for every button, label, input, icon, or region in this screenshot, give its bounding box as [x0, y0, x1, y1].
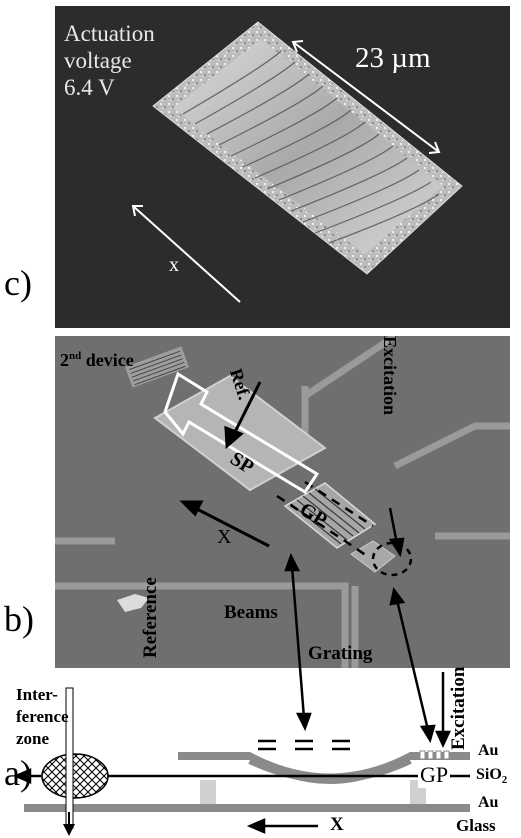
actuation-voltage-label: Actuation voltage 6.4 V: [64, 20, 155, 101]
support-left: [200, 780, 216, 804]
interference-line-3: zone: [16, 729, 50, 748]
panel-a-x-label: X: [330, 814, 344, 835]
voltage-line-1: Actuation: [64, 21, 155, 46]
interference-zone-ellipse: [41, 753, 109, 799]
gp-label-a: GP: [418, 762, 451, 788]
grating-dashes: [258, 739, 350, 751]
panel-c-letter: c): [4, 263, 32, 303]
debris-particle: [117, 594, 149, 612]
beams-to-grating-arrow: [284, 552, 312, 732]
membrane-surface: [173, 39, 443, 254]
sem-image-actuated-membrane: Actuation voltage 6.4 V 23 µm x: [55, 6, 510, 328]
ref-arrow: [224, 381, 262, 450]
beams-label: Beams: [224, 602, 278, 623]
panel-c-x-label: x: [169, 254, 179, 276]
reference-arrow-head: [63, 824, 75, 836]
size-double-arrow: [291, 40, 441, 154]
voltage-line-2: voltage: [64, 48, 132, 73]
interference-zone-label: Inter- ference zone: [16, 684, 69, 750]
interference-line-2: ference: [16, 707, 69, 726]
panel-b-x-arrow: [179, 500, 270, 548]
membrane-size-label: 23 µm: [355, 42, 431, 74]
panel-a-x-arrow: [246, 818, 318, 834]
second-device-label: 2nd device: [60, 350, 134, 370]
membrane-3d-render: [131, 21, 463, 303]
interference-line-1: Inter-: [16, 685, 58, 704]
sem-image-device: 2nd device Ref. SP GP Excitation X Beams: [55, 336, 510, 668]
sio2-label: SiO2: [476, 766, 508, 787]
device-sem-drawing: [55, 336, 510, 668]
reference-beam-hollow-arrow: [163, 371, 320, 495]
voltage-line-3: 6.4 V: [64, 75, 115, 100]
gp-grating-pad: [283, 482, 377, 549]
excitation-label-a: Excitation: [448, 666, 469, 750]
excitation-grating-ticks: [419, 750, 450, 760]
panel-a-letter: a): [4, 753, 32, 793]
panel-b-x-label: X: [217, 526, 232, 548]
bottom-au-layer: [24, 804, 470, 812]
glass-label: Glass: [456, 816, 496, 835]
reference-label: Reference: [140, 577, 161, 658]
membrane-ripples: [182, 50, 440, 244]
excitation-arrow-a: [435, 672, 451, 748]
au-bottom-label: Au: [478, 794, 499, 811]
waveguide-dashed-outline: [276, 494, 368, 558]
grating-label: Grating: [308, 643, 373, 664]
second-device-grating: [125, 346, 189, 388]
x-direction-arrow: [131, 205, 241, 303]
au-top-label: Au: [478, 742, 499, 759]
panel-b-letter: b): [4, 599, 34, 639]
excitation-arrow: [388, 507, 405, 558]
beams-to-excitation-arrow: [389, 587, 436, 744]
